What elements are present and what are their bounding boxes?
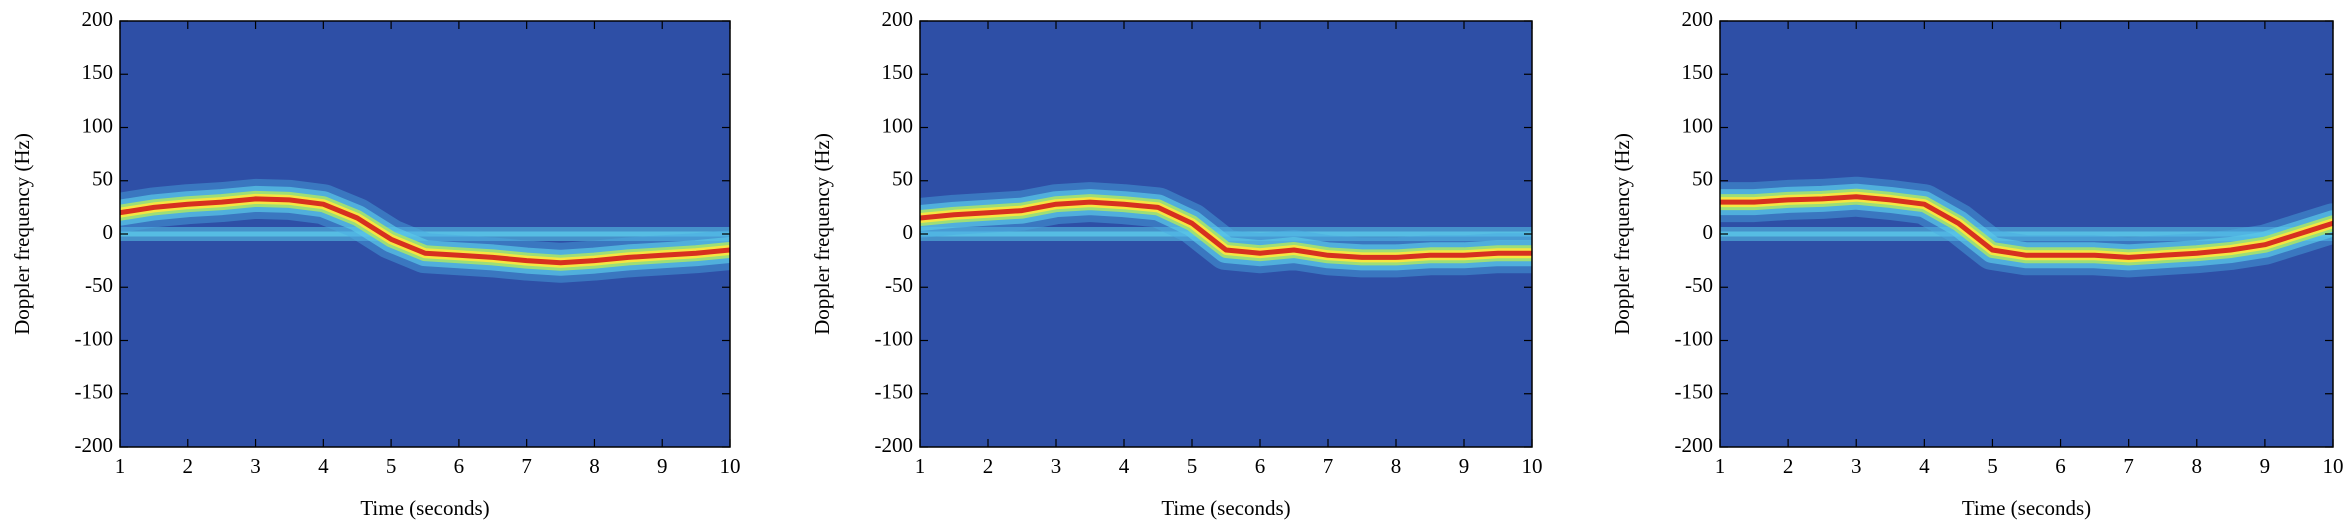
plot-area (1720, 176, 2333, 278)
x-tick-label: 10 (720, 454, 741, 478)
x-tick-label: 9 (2260, 454, 2271, 478)
y-tick-label: 200 (882, 7, 914, 31)
x-axis-label: Time (seconds) (1962, 496, 2091, 520)
x-tick-label: 9 (1459, 454, 1470, 478)
chart: 1 2 3 4 5 6 7 8 9 10 -200 -150 -100 -50 0 50 100 150 200 Ti… (810, 7, 1543, 520)
y-tick-label: -50 (885, 273, 913, 297)
x-tick-label: 3 (250, 454, 261, 478)
y-tick-label: 50 (892, 167, 913, 191)
y-tick-label: -200 (1675, 433, 1714, 457)
x-tick-label: 1 (1715, 454, 1726, 478)
y-tick-label: -100 (75, 326, 114, 350)
y-tick-label: 150 (82, 60, 114, 84)
x-tick-label: 6 (1255, 454, 1266, 478)
chart: 1 2 3 4 5 6 7 8 9 10 -200 -150 -100 -50 0 50 100 150 200 Ti… (10, 7, 741, 520)
doppler-track (1720, 194, 2333, 260)
y-tick-label: 0 (103, 220, 114, 244)
x-tick-label: 9 (657, 454, 668, 478)
y-tick-label: -150 (75, 380, 114, 404)
x-tick-label: 4 (318, 454, 329, 478)
x-tick-label: 1 (115, 454, 126, 478)
x-tick-label: 7 (1323, 454, 1334, 478)
x-tick-label: 2 (183, 454, 194, 478)
x-tick-label: 10 (2323, 454, 2344, 478)
x-tick-label: 8 (1391, 454, 1402, 478)
x-axis-label: Time (seconds) (360, 496, 489, 520)
y-tick-label: -200 (75, 433, 114, 457)
chart: 1 2 3 4 5 6 7 8 9 10 -200 -150 -100 -50 0 50 100 150 200 Ti… (1610, 7, 2344, 520)
x-tick-label: 10 (1522, 454, 1543, 478)
y-axis-label: Doppler frequency (Hz) (810, 133, 834, 335)
x-tick-label: 1 (915, 454, 926, 478)
y-tick-label: 0 (903, 220, 914, 244)
y-axis-label: Doppler frequency (Hz) (10, 133, 34, 335)
doppler-track (120, 196, 730, 266)
y-tick-label: 100 (82, 113, 114, 137)
y-tick-label: -50 (1685, 273, 1713, 297)
plot-area (120, 178, 730, 283)
x-tick-label: 5 (1187, 454, 1198, 478)
y-tick-label: 0 (1703, 220, 1714, 244)
y-tick-label: -200 (875, 433, 914, 457)
y-tick-label: -50 (85, 273, 113, 297)
y-tick-label: 100 (1682, 113, 1714, 137)
y-tick-label: 100 (882, 113, 914, 137)
x-tick-label: 3 (1851, 454, 1862, 478)
doppler-track (920, 199, 1532, 260)
x-tick-label: 7 (521, 454, 532, 478)
x-tick-label: 4 (1919, 454, 1930, 478)
x-tick-label: 6 (454, 454, 465, 478)
y-tick-label: 200 (82, 7, 114, 31)
x-tick-label: 2 (983, 454, 994, 478)
x-tick-label: 7 (2123, 454, 2134, 478)
y-tick-label: -100 (875, 326, 914, 350)
y-tick-label: -100 (1675, 326, 1714, 350)
y-tick-label: -150 (1675, 380, 1714, 404)
y-tick-label: 150 (882, 60, 914, 84)
x-tick-label: 2 (1783, 454, 1794, 478)
x-tick-label: 4 (1119, 454, 1130, 478)
y-tick-label: 200 (1682, 7, 1714, 31)
y-axis-label: Doppler frequency (Hz) (1610, 133, 1634, 335)
x-tick-label: 5 (1987, 454, 1998, 478)
x-tick-label: 8 (2192, 454, 2203, 478)
x-tick-label: 5 (386, 454, 397, 478)
y-tick-label: -150 (875, 380, 914, 404)
x-tick-label: 6 (2055, 454, 2066, 478)
x-axis-label: Time (seconds) (1161, 496, 1290, 520)
x-tick-label: 8 (589, 454, 600, 478)
plot-area (920, 182, 1532, 278)
y-tick-label: 50 (1692, 167, 1713, 191)
x-tick-label: 3 (1051, 454, 1062, 478)
y-tick-label: 50 (92, 167, 113, 191)
y-tick-label: 150 (1682, 60, 1714, 84)
